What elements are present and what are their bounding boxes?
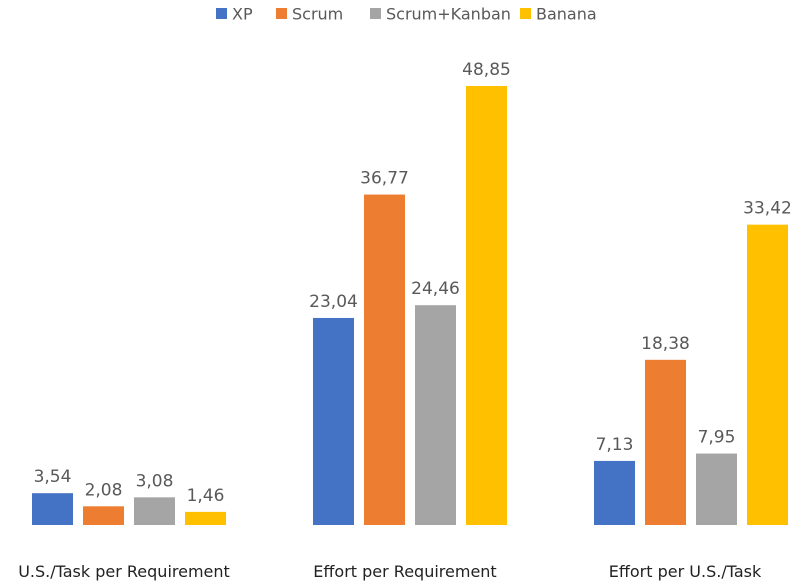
data-label-scrum-effort-per-u-s-task: 18,38 bbox=[641, 334, 690, 354]
data-label-xp-effort-per-requirement: 23,04 bbox=[309, 292, 358, 312]
category-label-u-s-task-per-requirement: U.S./Task per Requirement bbox=[18, 562, 230, 581]
legend-swatch-scrum-kanban bbox=[370, 8, 381, 19]
legend: XP Scrum Scrum+Kanban Banana bbox=[216, 5, 597, 24]
bar-banana-effort-per-requirement bbox=[466, 86, 507, 525]
data-label-scrum-kanban-effort-per-requirement: 24,46 bbox=[411, 279, 460, 299]
legend-label-banana: Banana bbox=[536, 5, 597, 24]
bar-banana-effort-per-u-s-task bbox=[747, 224, 788, 526]
data-label-banana-effort-per-u-s-task: 33,42 bbox=[743, 199, 792, 219]
category-label-effort-per-u-s-task: Effort per U.S./Task bbox=[609, 562, 762, 581]
data-label-xp-u-s-task-per-requirement: 3,54 bbox=[34, 467, 72, 487]
data-label-scrum-u-s-task-per-requirement: 2,08 bbox=[85, 480, 123, 500]
bar-xp-effort-per-u-s-task bbox=[594, 460, 635, 525]
bar-scrum-effort-per-requirement bbox=[364, 194, 405, 525]
plot-area: 3,54 2,08 3,08 1,46 23,04 36,77 24,46 48,85 7,13… bbox=[32, 60, 792, 526]
bar-xp-u-s-task-per-requirement bbox=[32, 493, 73, 525]
bar-scrum-kanban-u-s-task-per-requirement bbox=[134, 497, 175, 525]
bar-banana-u-s-task-per-requirement bbox=[185, 511, 226, 525]
data-label-xp-effort-per-u-s-task: 7,13 bbox=[596, 435, 634, 455]
data-label-scrum-kanban-effort-per-u-s-task: 7,95 bbox=[698, 428, 736, 448]
legend-label-scrum-kanban: Scrum+Kanban bbox=[386, 5, 511, 24]
legend-label-xp: XP bbox=[232, 5, 253, 24]
data-label-banana-effort-per-requirement: 48,85 bbox=[462, 60, 511, 80]
legend-label-scrum: Scrum bbox=[292, 5, 343, 24]
bar-scrum-u-s-task-per-requirement bbox=[83, 506, 124, 525]
bar-scrum-effort-per-u-s-task bbox=[645, 359, 686, 525]
data-label-banana-u-s-task-per-requirement: 1,46 bbox=[187, 486, 225, 506]
bar-scrum-kanban-effort-per-requirement bbox=[415, 305, 456, 525]
legend-swatch-scrum bbox=[276, 8, 287, 19]
legend-swatch-banana bbox=[520, 8, 531, 19]
category-axis: U.S./Task per Requirement Effort per Requ… bbox=[18, 562, 762, 581]
bar-scrum-kanban-effort-per-u-s-task bbox=[696, 453, 737, 525]
data-label-scrum-effort-per-requirement: 36,77 bbox=[360, 169, 409, 189]
data-label-scrum-kanban-u-s-task-per-requirement: 3,08 bbox=[136, 471, 174, 491]
category-label-effort-per-requirement: Effort per Requirement bbox=[313, 562, 496, 581]
legend-swatch-xp bbox=[216, 8, 227, 19]
bar-xp-effort-per-requirement bbox=[313, 317, 354, 525]
